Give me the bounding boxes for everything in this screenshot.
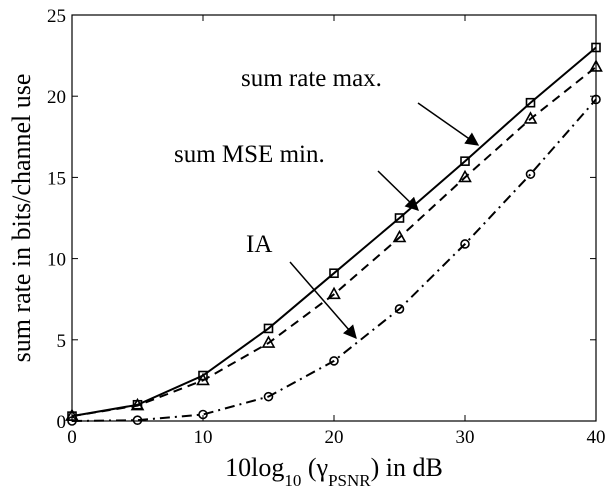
annotation-label-2: IA: [246, 231, 272, 258]
x-tick-label: 40: [587, 427, 606, 448]
annotation-arrow-2: [289, 261, 357, 340]
data-point-0: [329, 268, 339, 279]
data-point-2: [591, 94, 601, 105]
x-tick-label: 20: [325, 427, 344, 448]
data-point-1: [589, 59, 603, 72]
y-tick-label: 25: [47, 6, 66, 27]
data-point-1: [196, 372, 210, 386]
y-tick-label: 5: [57, 331, 67, 352]
data-point-2: [329, 356, 339, 366]
data-point-2: [263, 391, 274, 402]
data-point-0: [394, 213, 405, 223]
y-tick-label: 15: [47, 168, 66, 189]
data-point-0: [460, 156, 470, 166]
series-line-0: [71, 46, 597, 418]
y-tick-label: 20: [47, 87, 66, 108]
y-axis-ticks: 0 5 10 15 20 25: [47, 6, 596, 433]
data-point-2: [198, 409, 208, 420]
data-point-1: [130, 397, 145, 411]
data-point-0: [591, 42, 601, 53]
data-point-2: [67, 416, 77, 426]
series-line-1: [71, 66, 597, 418]
annotations: sum rate max. sum MSE min. IA: [174, 65, 480, 340]
series-group: [65, 42, 603, 426]
data-point-1: [261, 335, 276, 348]
data-point-1: [458, 169, 472, 183]
data-point-2: [394, 304, 405, 314]
data-point-1: [327, 286, 341, 300]
y-axis-title: sum rate in bits/channel use: [7, 74, 36, 363]
annotation-arrow-0: [417, 102, 480, 146]
x-axis-ticks: 0 10 20 30 40: [67, 15, 606, 448]
data-point-1: [523, 111, 538, 124]
series-line-2: [71, 98, 597, 422]
data-point-1: [392, 229, 407, 243]
data-point-2: [132, 415, 143, 425]
data-point-0: [525, 97, 536, 108]
annotation-arrow-1: [377, 170, 419, 211]
data-point-0: [263, 323, 274, 334]
x-tick-label: 0: [67, 427, 77, 448]
x-axis-title: 10log10 (γPSNR) in dB: [225, 453, 443, 486]
y-tick-label: 10: [47, 250, 66, 271]
data-point-2: [460, 239, 470, 249]
x-tick-label: 30: [456, 427, 475, 448]
y-tick-label: 0: [57, 412, 67, 433]
annotation-label-0: sum rate max.: [241, 65, 382, 92]
data-point-2: [525, 169, 536, 179]
annotation-label-1: sum MSE min.: [174, 141, 325, 168]
x-tick-label: 10: [194, 427, 213, 448]
